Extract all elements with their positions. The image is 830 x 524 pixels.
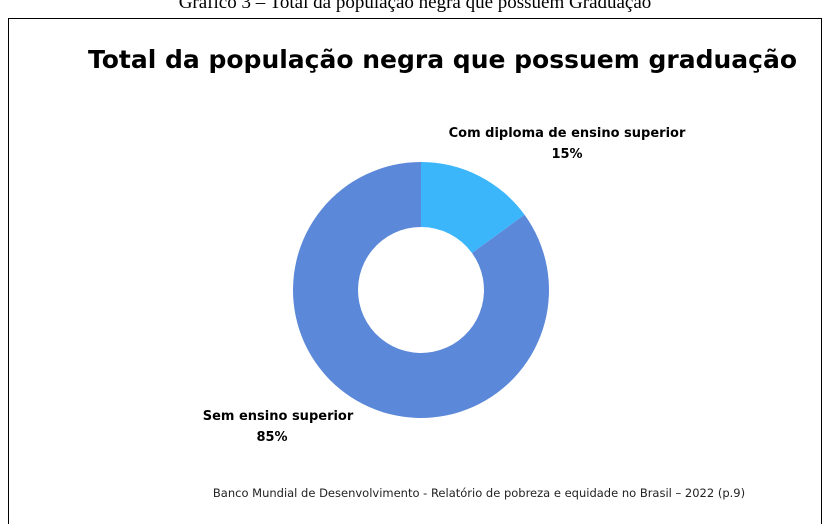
value-label: 85% bbox=[256, 430, 287, 445]
segment-label: Com diploma de ensino superior bbox=[449, 126, 686, 141]
source: Banco Mundial de Desenvolvimento - Relat… bbox=[213, 486, 745, 500]
value-label: 15% bbox=[551, 147, 582, 162]
frame bbox=[8, 18, 822, 524]
donut-segment bbox=[293, 162, 549, 418]
chart-title: Total da população negra que possuem gra… bbox=[88, 45, 797, 74]
caption: Gráfico 3 – Total da população negra que… bbox=[179, 0, 652, 13]
donut-segment bbox=[421, 162, 525, 253]
segment-label: Sem ensino superior bbox=[203, 409, 354, 424]
